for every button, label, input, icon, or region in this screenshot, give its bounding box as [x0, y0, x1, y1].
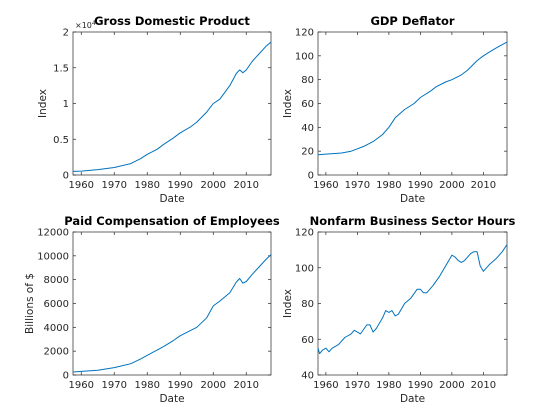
series-line — [317, 244, 508, 355]
y-tick-label: 60 — [301, 99, 314, 110]
subplot-title: Nonfarm Business Sector Hours — [310, 214, 516, 228]
y-tick-label: 60 — [301, 335, 314, 346]
x-axis-label: Date — [159, 393, 184, 405]
x-axis-label: Date — [400, 193, 425, 205]
y-tick-label: 10000 — [37, 251, 69, 262]
x-tick-label: 1970 — [345, 180, 370, 191]
y-axis-label: Billions of $ — [24, 273, 36, 334]
series-line — [72, 254, 272, 373]
y-axis-label: Index — [282, 289, 294, 318]
y-tick-label: 0.5 — [53, 135, 69, 146]
x-tick-label: 2000 — [439, 380, 464, 391]
subplot-2: GDP Deflator 1960 1970 1980 1990 2000 2010 0 20 4… — [282, 14, 508, 205]
x-tick-label: 1970 — [102, 380, 127, 391]
y-tick-label: 100 — [295, 263, 314, 274]
x-tick-label: 1970 — [102, 180, 127, 191]
y-tick-label: 2000 — [44, 347, 69, 358]
plot-frame — [72, 31, 272, 176]
y-tick-label: 6000 — [44, 299, 69, 310]
series-line — [317, 41, 508, 156]
subplot-3: Paid Compensation of Employees 1960 1970 19… — [24, 214, 280, 405]
y-tick-label: 8000 — [44, 275, 69, 286]
x-tick-label: 2010 — [234, 180, 259, 191]
y-tick-label: 120 — [295, 228, 314, 239]
x-tick-label: 1970 — [345, 380, 370, 391]
x-tick-label: 1980 — [135, 180, 160, 191]
x-tick-label: 1960 — [313, 180, 338, 191]
x-tick-label: 1990 — [408, 380, 433, 391]
y-tick-label: 2 — [63, 28, 69, 39]
y-axis-label: Index — [37, 89, 49, 118]
x-tick-label: 2010 — [471, 380, 496, 391]
y-tick-label: 1.5 — [53, 63, 69, 74]
x-tick-label: 1990 — [168, 180, 193, 191]
y-tick-label: 120 — [295, 28, 314, 39]
y-tick-label: 80 — [301, 299, 314, 310]
y-tick-label: 0 — [63, 171, 69, 182]
y-tick-label: 40 — [301, 123, 314, 134]
x-axis-label: Date — [159, 193, 184, 205]
y-tick-label: 100 — [295, 51, 314, 62]
y-axis-label: Index — [282, 89, 294, 118]
series-line — [72, 41, 272, 172]
y-tick-label: 1 — [63, 99, 69, 110]
y-tick-label: 80 — [301, 75, 314, 86]
x-tick-label: 1990 — [408, 180, 433, 191]
plot-frame — [317, 231, 508, 376]
x-tick-label: 1990 — [168, 380, 193, 391]
x-tick-label: 1960 — [69, 380, 94, 391]
y-tick-label: 12000 — [37, 228, 69, 239]
x-tick-label: 2000 — [201, 180, 226, 191]
x-tick-label: 2000 — [201, 380, 226, 391]
x-tick-label: 1980 — [376, 380, 401, 391]
x-tick-label: 1980 — [135, 380, 160, 391]
y-tick-label: 0 — [63, 371, 69, 382]
subplot-title: Gross Domestic Product — [94, 14, 250, 28]
subplot-title: Paid Compensation of Employees — [64, 214, 280, 228]
y-tick-label: 40 — [301, 371, 314, 382]
x-axis-label: Date — [400, 393, 425, 405]
x-tick-label: 2010 — [234, 380, 259, 391]
y-exponent-label: ×104 — [75, 20, 96, 30]
y-tick-label: 4000 — [44, 323, 69, 334]
plot-frame — [317, 31, 508, 176]
y-tick-label: 20 — [301, 147, 314, 158]
subplot-title: GDP Deflator — [370, 14, 454, 28]
subplot-4: Nonfarm Business Sector Hours 1960 1970 198… — [282, 214, 516, 405]
y-tick-label: 0 — [308, 171, 314, 182]
x-tick-label: 2000 — [439, 180, 464, 191]
plot-frame — [72, 231, 272, 376]
x-tick-label: 1980 — [376, 180, 401, 191]
x-tick-label: 1960 — [313, 380, 338, 391]
x-tick-label: 1960 — [69, 180, 94, 191]
x-tick-label: 2010 — [471, 180, 496, 191]
